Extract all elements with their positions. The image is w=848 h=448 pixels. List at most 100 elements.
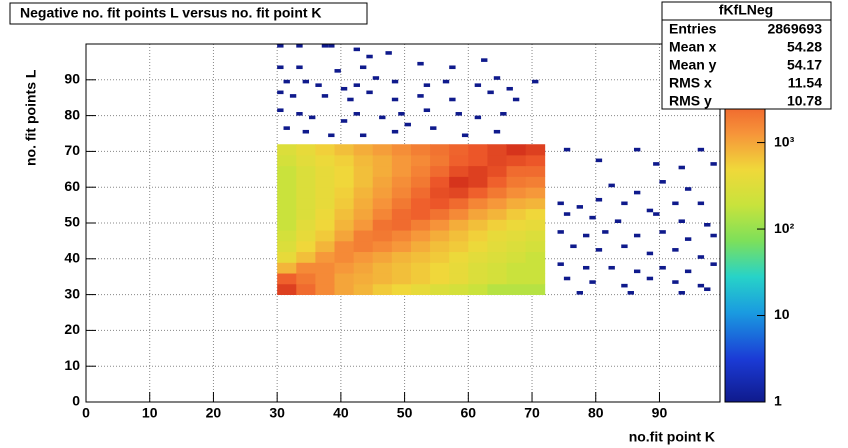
heat-cell — [410, 262, 431, 274]
heat-cell — [589, 215, 596, 220]
stats-name: fKfLNeg — [719, 2, 773, 18]
heat-cell — [449, 154, 469, 167]
chart-title: Negative no. fit points L versus no. fit… — [20, 5, 322, 21]
heat-cell — [525, 187, 546, 199]
heat-cell — [468, 208, 488, 220]
heat-cell — [525, 262, 546, 274]
heat-cell — [277, 176, 297, 188]
heat-cell — [481, 58, 488, 62]
heat-cell — [506, 262, 527, 274]
heat-cell — [474, 83, 482, 87]
heat-cell — [487, 208, 507, 220]
heat-cell — [391, 262, 412, 274]
x-tick-label: 90 — [652, 405, 668, 421]
heat-cell — [697, 201, 705, 206]
heat-cell — [449, 240, 469, 253]
heat-cell — [277, 251, 297, 263]
heat-cell — [525, 273, 546, 285]
stats-value: 2869693 — [767, 21, 822, 37]
heat-cell — [296, 187, 316, 199]
plot-area: 0 10 20 30 40 50 60 70 80 90 0 10 20 30 40 50 60 70 80 90 — [64, 43, 721, 421]
heat-cell — [277, 90, 284, 95]
heat-cell — [334, 197, 355, 210]
heat-cell — [633, 147, 641, 152]
heat-cell — [353, 47, 360, 52]
heat-cell — [353, 283, 374, 295]
heat-cell — [430, 208, 450, 220]
heat-cell — [289, 94, 297, 98]
heat-cell — [410, 197, 431, 210]
heat-cell — [315, 187, 335, 199]
heat-cell — [353, 230, 374, 242]
y-tick-label: 50 — [64, 214, 80, 230]
heat-cell — [710, 233, 717, 238]
heat-cell — [315, 165, 335, 177]
heat-cell — [372, 76, 380, 80]
heat-cell — [697, 283, 705, 288]
stats-box: fKfLNeg Entries 2869693 Mean x 54.28 Mean y 5… — [661, 1, 832, 110]
heat-cell — [449, 251, 469, 263]
heat-cell — [296, 197, 316, 210]
heat-cell — [334, 262, 355, 274]
heat-cell — [430, 154, 450, 167]
heat-cell — [653, 162, 660, 166]
heat-cell — [296, 176, 316, 188]
heat-cell — [506, 208, 527, 220]
x-tick-label: 30 — [269, 405, 285, 421]
heat-cell — [296, 230, 316, 242]
heat-cell — [296, 251, 316, 263]
heat-cell — [353, 240, 374, 253]
heat-cell — [430, 230, 450, 242]
heat-cell — [410, 176, 431, 188]
heat-cell — [315, 262, 335, 274]
y-tick-label: 90 — [64, 71, 80, 87]
heat-cell — [391, 176, 412, 188]
y-tick-label: 20 — [64, 321, 80, 337]
heat-cell — [468, 187, 488, 199]
heat-cell — [315, 251, 335, 263]
heat-cell — [710, 162, 717, 166]
heat-cell — [430, 187, 450, 199]
z-tick-label: 1 — [774, 393, 782, 409]
heat-cell — [372, 154, 393, 167]
heat-cell — [627, 291, 634, 295]
heat-cell — [493, 129, 501, 134]
heat-cell — [525, 154, 546, 167]
heat-cell — [353, 219, 374, 231]
z-tick-label: 10 — [774, 306, 790, 322]
heat-cell — [672, 201, 679, 206]
heat-cell — [487, 187, 507, 199]
heat-cell — [334, 240, 355, 253]
heat-cell — [506, 144, 527, 156]
x-tick-label: 60 — [461, 405, 477, 421]
stats-value: 54.17 — [787, 57, 822, 73]
heat-cell — [410, 165, 431, 177]
heat-cell — [391, 129, 399, 134]
heat-cell — [455, 112, 462, 116]
heat-cell — [576, 291, 584, 295]
heat-cell — [391, 273, 412, 285]
heat-cell — [410, 154, 431, 167]
stats-label: Entries — [669, 21, 717, 37]
heat-cell — [277, 108, 284, 113]
heat-cell — [525, 240, 546, 253]
heat-cell — [353, 262, 374, 274]
heat-cell — [449, 273, 469, 285]
heat-cell — [391, 144, 412, 156]
heat-cell — [372, 144, 393, 156]
heat-cell — [334, 187, 355, 199]
heat-cell — [684, 237, 692, 241]
heat-cell — [487, 262, 507, 274]
heat-cell — [525, 165, 546, 177]
heat-cell — [372, 176, 393, 188]
heat-cell — [684, 269, 692, 274]
heat-cell — [525, 208, 546, 220]
heat-cell — [404, 122, 411, 127]
heat-cell — [315, 273, 335, 285]
heat-cell — [277, 187, 297, 199]
heat-cell — [468, 230, 488, 242]
heat-cell — [353, 83, 360, 87]
heat-cell — [315, 154, 335, 167]
heat-cell — [621, 244, 628, 249]
heat-cell — [334, 69, 341, 73]
